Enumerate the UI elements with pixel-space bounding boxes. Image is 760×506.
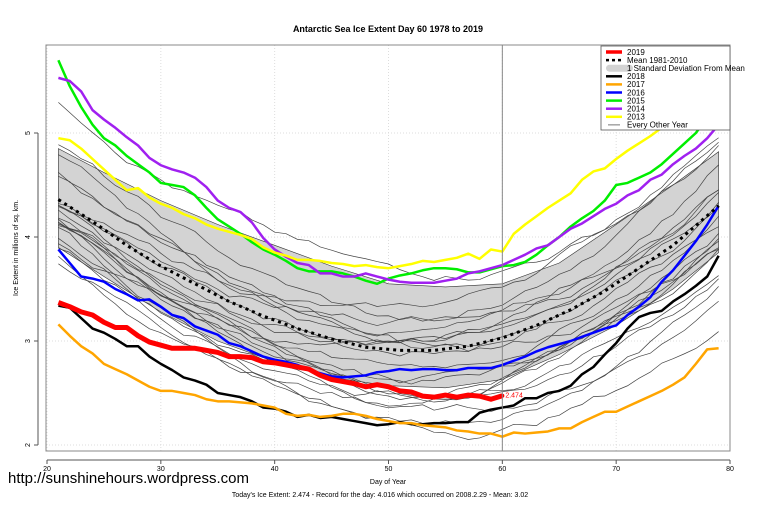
x-tick-label: 80: [726, 466, 734, 473]
footer-stats: Today's Ice Extent: 2.474 - Record for t…: [231, 492, 529, 499]
y-axis-label: Ice Extent in millions of sq. km.: [13, 200, 20, 296]
series-line-mean-1981-2010: [57, 198, 720, 352]
every-other-year-line: [58, 240, 719, 407]
x-tick-label: 60: [498, 466, 506, 473]
series-line-2016: [57, 205, 720, 379]
chart-title: Antarctic Sea Ice Extent Day 60 1978 to …: [293, 24, 483, 34]
every-other-year-line: [58, 144, 719, 322]
legend-label: 2013: [627, 113, 645, 122]
legend-swatch-band: [606, 64, 633, 72]
series-line-2013: [58, 90, 720, 270]
legend-label: 2019: [627, 48, 645, 57]
plot-frame: [45, 44, 731, 452]
every-other-year-line: [58, 189, 719, 345]
y-tick-label: 4: [25, 235, 32, 239]
legend-item: 2014: [606, 105, 645, 114]
legend-item: 2019: [606, 48, 645, 57]
every-other-year-line: [58, 137, 719, 308]
legend-label: 1 Standard Deviation From Mean: [627, 64, 745, 73]
every-other-year-line: [58, 202, 719, 357]
legend-item: Mean 1981-2010: [606, 56, 688, 65]
every-other-year-line: [58, 141, 719, 326]
y-tick-label: 5: [25, 131, 32, 135]
legend-item: 2016: [606, 88, 645, 97]
every-other-year-line: [58, 238, 719, 400]
y-tick-label: 3: [25, 339, 32, 343]
series-line-2019: [57, 300, 504, 402]
series-layer: [57, 59, 720, 438]
legend-label: Mean 1981-2010: [627, 56, 688, 65]
every-other-year-line: [58, 204, 719, 384]
legend-item: Every Other Year: [608, 121, 688, 130]
legend-label: 2015: [627, 96, 645, 105]
sd-band: [58, 148, 719, 389]
series-line-2017: [57, 323, 719, 438]
every-other-year-line: [58, 233, 719, 400]
every-other-year-line: [58, 221, 719, 412]
legend-item: 2017: [606, 80, 645, 89]
every-other-year-line: [58, 215, 719, 369]
series-line-2018: [58, 255, 720, 427]
legend-item: 2013: [606, 113, 645, 122]
x-tick-label: 70: [612, 466, 620, 473]
legend-label: 2018: [627, 72, 645, 81]
legend-label: Every Other Year: [627, 121, 688, 130]
legend-item: 2018: [606, 72, 645, 81]
y-tick-label: 2: [25, 443, 32, 447]
series-line-2014: [58, 76, 720, 285]
x-axis-label: Day of Year: [370, 479, 407, 486]
sd-band-layer: [58, 148, 719, 389]
legend-item: 2015: [606, 96, 645, 105]
legend-label: 2014: [627, 105, 645, 114]
current-value-label: 2.474: [505, 393, 523, 400]
legend-item: 1 Standard Deviation From Mean: [606, 64, 745, 73]
x-tick-label: 30: [157, 466, 165, 473]
legend-label: 2017: [627, 80, 645, 89]
every-other-year-line: [58, 176, 719, 337]
axes: 20 30 40 50 60 70 80 2 3 4 5: [25, 131, 734, 473]
legend-label: 2016: [627, 88, 645, 97]
legend-box: [600, 45, 731, 131]
every-other-year-line: [58, 154, 719, 352]
x-tick-label: 50: [385, 466, 393, 473]
watermark-url: http://sunshinehours.wordpress.com: [8, 470, 249, 487]
x-tick-label: 40: [271, 466, 279, 473]
x-tick-label: 20: [43, 466, 51, 473]
